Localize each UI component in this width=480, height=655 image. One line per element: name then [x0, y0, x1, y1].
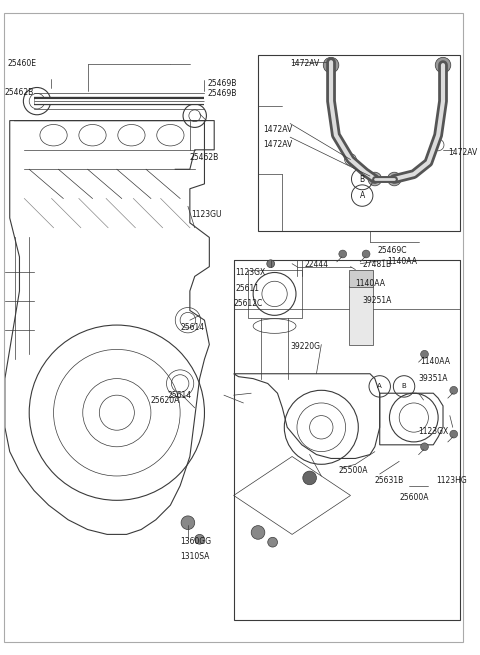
Circle shape	[268, 537, 277, 547]
Circle shape	[195, 534, 204, 544]
Text: 1140AA: 1140AA	[387, 257, 418, 266]
Circle shape	[450, 386, 457, 394]
Circle shape	[251, 525, 265, 539]
Text: 25612C: 25612C	[234, 299, 263, 308]
Text: 25631B: 25631B	[375, 476, 404, 485]
Bar	[258, 56, 459, 231]
Text: 25460E: 25460E	[8, 59, 37, 68]
Text: 1123GU: 1123GU	[191, 210, 221, 219]
Text: 1472AV: 1472AV	[448, 148, 477, 157]
Circle shape	[420, 443, 429, 451]
Text: 25500A: 25500A	[339, 466, 368, 476]
Text: 25469B: 25469B	[207, 79, 237, 88]
Text: 25620A: 25620A	[151, 396, 180, 405]
Text: B: B	[402, 383, 407, 390]
Text: 25462B: 25462B	[190, 153, 219, 162]
Text: 1472AV: 1472AV	[290, 59, 319, 68]
Bar	[234, 260, 459, 309]
Text: 25469B: 25469B	[207, 90, 237, 98]
Text: 25611: 25611	[236, 284, 260, 293]
Text: 1472AV: 1472AV	[263, 126, 292, 134]
Text: 27481B: 27481B	[362, 260, 391, 269]
Circle shape	[368, 172, 382, 186]
Text: 25614: 25614	[168, 391, 192, 400]
Circle shape	[339, 250, 347, 258]
Text: 25469C: 25469C	[378, 246, 407, 255]
Circle shape	[387, 172, 401, 186]
Text: 25614: 25614	[180, 323, 204, 332]
Text: 1360GG: 1360GG	[180, 537, 211, 546]
Text: 25600A: 25600A	[399, 493, 429, 502]
Text: 39220G: 39220G	[290, 342, 320, 350]
Circle shape	[267, 260, 275, 268]
Bar	[234, 260, 459, 620]
Bar	[248, 270, 302, 318]
Bar	[348, 270, 373, 287]
Text: 1123GX: 1123GX	[236, 268, 266, 276]
Bar	[348, 286, 373, 345]
Text: B: B	[360, 174, 365, 183]
Circle shape	[435, 58, 451, 73]
Text: 39251A: 39251A	[362, 296, 392, 305]
Text: 39351A: 39351A	[419, 374, 448, 383]
Circle shape	[420, 350, 429, 358]
Text: 1140AA: 1140AA	[355, 279, 385, 288]
Text: 1123HG: 1123HG	[436, 476, 467, 485]
Circle shape	[362, 250, 370, 258]
Text: 1310SA: 1310SA	[180, 552, 209, 561]
Circle shape	[323, 58, 339, 73]
Text: A: A	[360, 191, 365, 200]
Circle shape	[303, 471, 316, 485]
Text: 25462B: 25462B	[5, 88, 34, 98]
Text: 22444: 22444	[305, 260, 329, 269]
Text: 1140AA: 1140AA	[420, 357, 451, 366]
Circle shape	[450, 430, 457, 438]
Text: A: A	[377, 383, 382, 390]
Circle shape	[181, 516, 195, 529]
Text: 1472AV: 1472AV	[263, 140, 292, 149]
Text: 1123GX: 1123GX	[419, 427, 449, 436]
